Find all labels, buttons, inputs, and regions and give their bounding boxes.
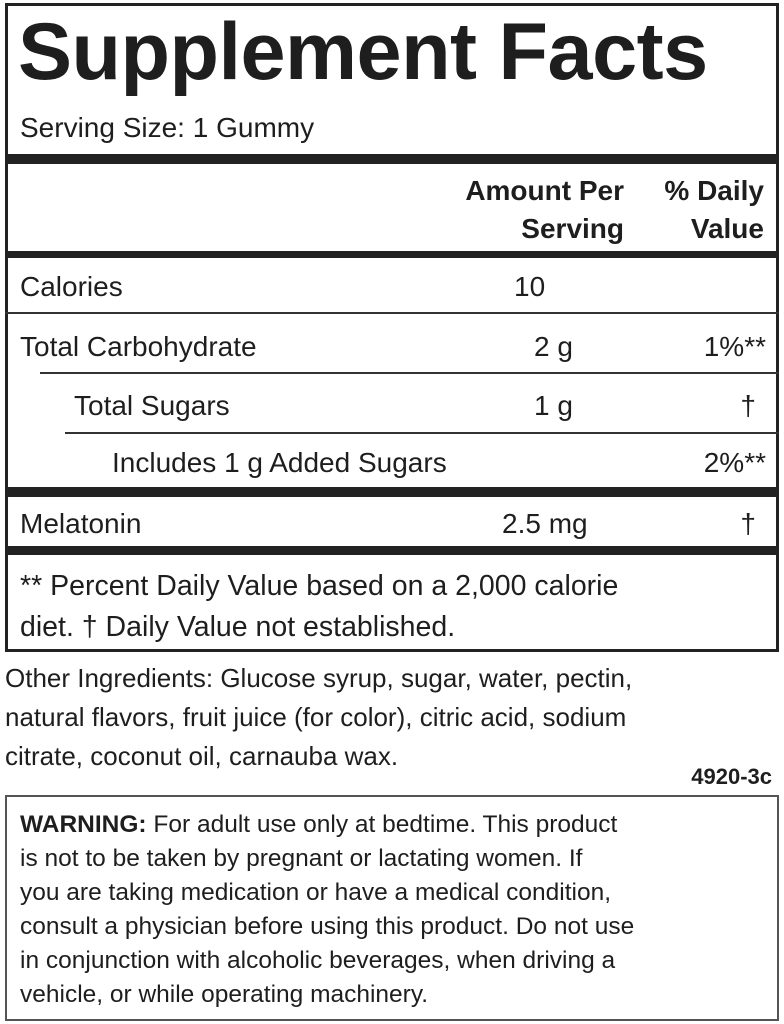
footnote-line1: ** Percent Daily Value based on a 2,000 … xyxy=(20,570,619,602)
row-carb-amount: 2 g xyxy=(534,331,573,362)
row-calories-name: Calories xyxy=(20,271,123,302)
row-added-sugars-dv: 2%** xyxy=(703,447,766,478)
warning-text: WARNING: For adult use only at bedtime. … xyxy=(20,808,634,1012)
ingredients-line1: Other Ingredients: Glucose syrup, sugar,… xyxy=(5,663,633,693)
divider-thick xyxy=(5,546,779,555)
row-sugars-amount: 1 g xyxy=(534,390,573,421)
warning-line5: in conjunction with alcoholic beverages,… xyxy=(20,947,616,974)
product-code: 4920-3c xyxy=(691,764,772,789)
warning-label: WARNING: xyxy=(20,811,147,838)
row-sugars-name: Total Sugars xyxy=(74,390,230,421)
divider-indented xyxy=(40,372,779,374)
ingredients-line2: natural flavors, fruit juice (for color)… xyxy=(5,702,627,732)
warning-line4: consult a physician before using this pr… xyxy=(20,913,635,940)
column-header-amount: Amount Per Serving xyxy=(465,172,624,248)
warning-box xyxy=(5,795,779,1021)
row-carb-name: Total Carbohydrate xyxy=(20,331,257,362)
row-calories-amount: 10 xyxy=(514,271,546,302)
footnote-line2: diet. † Daily Value not established. xyxy=(20,611,456,643)
warning-line2: is not to be taken by pregnant or lactat… xyxy=(20,845,583,872)
amount-header-line2: Serving xyxy=(521,213,624,244)
dv-header-line2: Value xyxy=(690,213,764,244)
row-sugars-dv: † xyxy=(740,390,756,421)
supplement-facts-panel xyxy=(5,3,779,652)
divider xyxy=(5,312,779,314)
warning-line6: vehicle, or while operating machinery. xyxy=(20,981,429,1008)
row-added-sugars-name: Includes 1 g Added Sugars xyxy=(112,447,447,478)
amount-header-line1: Amount Per xyxy=(465,175,624,206)
warning-line3: you are taking medication or have a medi… xyxy=(20,879,612,906)
divider-indented xyxy=(65,432,779,434)
row-carb-dv: 1%** xyxy=(703,331,766,362)
divider-thick xyxy=(5,154,779,164)
divider-thick xyxy=(5,487,779,497)
warning-line1: For adult use only at bedtime. This prod… xyxy=(146,811,618,838)
divider-thick xyxy=(5,251,779,258)
serving-size: Serving Size: 1 Gummy xyxy=(20,112,315,143)
panel-title: Supplement Facts xyxy=(18,7,708,97)
ingredients-line3: citrate, coconut oil, carnauba wax. xyxy=(5,741,399,771)
row-melatonin-name: Melatonin xyxy=(20,508,142,539)
other-ingredients: Other Ingredients: Glucose syrup, sugar,… xyxy=(5,659,632,776)
row-melatonin-amount: 2.5 mg xyxy=(502,508,588,539)
column-header-daily-value: % Daily Value xyxy=(664,172,764,248)
footnote: ** Percent Daily Value based on a 2,000 … xyxy=(20,566,618,648)
dv-header-line1: % Daily xyxy=(664,175,764,206)
row-melatonin-dv: † xyxy=(740,508,756,539)
